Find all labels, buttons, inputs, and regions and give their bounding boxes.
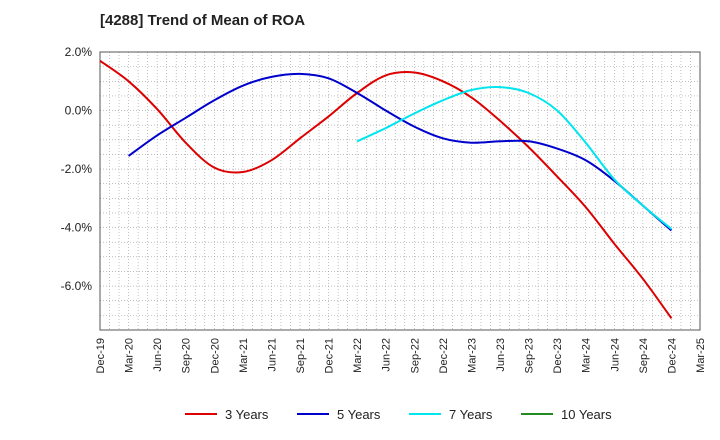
x-tick-label: Sep-22 xyxy=(409,338,421,373)
series-line-5-years xyxy=(128,72,673,232)
x-tick-label: Dec-24 xyxy=(666,338,678,373)
y-tick-label: -2.0% xyxy=(61,162,93,176)
legend-label-5-years: 5 Years xyxy=(337,407,381,422)
series-line-7-years xyxy=(356,85,673,230)
legend-label-10-years: 10 Years xyxy=(561,407,612,422)
y-axis-ticks: 2.0% 0.0% -2.0% -4.0% -6.0% xyxy=(61,45,93,293)
legend: 3 Years 5 Years 7 Years 10 Years xyxy=(185,407,612,422)
x-tick-label: Dec-21 xyxy=(324,338,336,373)
x-tick-label: Dec-20 xyxy=(209,338,221,373)
x-tick-label: Jun-22 xyxy=(381,338,393,372)
x-tick-label: Dec-19 xyxy=(95,338,107,373)
y-tick-label: -4.0% xyxy=(61,221,93,235)
x-tick-label: Jun-20 xyxy=(152,338,164,372)
x-tick-label: Mar-23 xyxy=(466,338,478,373)
legend-label-3-years: 3 Years xyxy=(225,407,269,422)
series-line-3-years xyxy=(99,59,673,319)
chart-title: [4288] Trend of Mean of ROA xyxy=(100,12,306,29)
plot-frame xyxy=(99,51,701,331)
gridlines xyxy=(100,52,700,330)
y-tick-label: -6.0% xyxy=(61,279,93,293)
x-tick-label: Mar-20 xyxy=(124,338,136,373)
legend-label-7-years: 7 Years xyxy=(449,407,493,422)
x-tick-label: Jun-23 xyxy=(495,338,507,372)
x-tick-label: Mar-24 xyxy=(581,338,593,373)
x-tick-label: Sep-24 xyxy=(638,338,650,373)
x-tick-label: Sep-23 xyxy=(524,338,536,373)
x-tick-label: Jun-24 xyxy=(609,338,621,372)
x-tick-label: Mar-25 xyxy=(695,338,707,373)
x-tick-label: Mar-22 xyxy=(352,338,364,373)
x-tick-label: Jun-21 xyxy=(266,338,278,372)
x-tick-label: Mar-21 xyxy=(238,338,250,373)
y-tick-label: 0.0% xyxy=(65,104,93,118)
series-lines xyxy=(99,59,673,319)
x-tick-label: Sep-20 xyxy=(181,338,193,373)
x-tick-label: Sep-21 xyxy=(295,338,307,373)
x-axis-ticks: Dec-19 Mar-20 Jun-20 Sep-20 Dec-20 Mar-21 Jun-… xyxy=(95,338,707,373)
x-tick-label: Dec-23 xyxy=(552,338,564,373)
x-tick-label: Dec-22 xyxy=(438,338,450,373)
y-tick-label: 2.0% xyxy=(65,45,93,59)
